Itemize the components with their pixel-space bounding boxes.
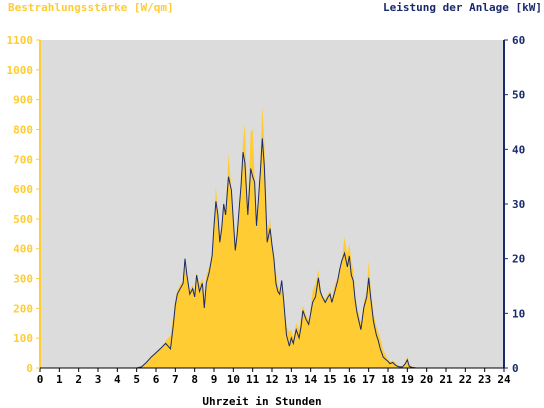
x-tick-label: 18 xyxy=(381,373,394,386)
right-y-tick-label: 60 xyxy=(512,34,525,47)
left-y-tick-label: 800 xyxy=(13,123,33,136)
x-tick-label: 15 xyxy=(323,373,336,386)
x-tick-label: 11 xyxy=(246,373,260,386)
x-tick-label: 5 xyxy=(133,373,140,386)
x-tick-label: 10 xyxy=(227,373,240,386)
x-tick-label: 19 xyxy=(401,373,414,386)
x-tick-label: 6 xyxy=(153,373,160,386)
left-y-tick-label: 700 xyxy=(13,153,33,166)
left-y-tick-label: 1000 xyxy=(7,64,34,77)
x-tick-label: 14 xyxy=(304,373,318,386)
left-y-tick-label: 400 xyxy=(13,243,33,256)
left-y-tick-label: 1100 xyxy=(7,34,34,47)
left-y-tick-label: 300 xyxy=(13,273,33,286)
left-y-tick-label: 200 xyxy=(13,302,33,315)
power-line xyxy=(40,138,504,369)
power-line-layer xyxy=(40,138,504,369)
x-tick-label: 24 xyxy=(497,373,511,386)
x-tick-label: 1 xyxy=(56,373,63,386)
x-tick-label: 17 xyxy=(362,373,375,386)
x-tick-label: 21 xyxy=(439,373,453,386)
x-tick-label: 7 xyxy=(172,373,179,386)
x-tick-label: 16 xyxy=(343,373,357,386)
x-tick-label: 0 xyxy=(37,373,44,386)
x-axis-title: Uhrzeit in Stunden xyxy=(202,395,321,408)
right-y-tick-label: 50 xyxy=(512,89,525,102)
x-tick-label: 8 xyxy=(191,373,198,386)
right-y-tick-label: 10 xyxy=(512,307,525,320)
x-tick-label: 9 xyxy=(211,373,218,386)
x-tick-label: 12 xyxy=(265,373,278,386)
irradiance-area-layer xyxy=(40,105,504,368)
right-axis-title: Leistung der Anlage [kW] xyxy=(383,1,542,14)
x-tick-label: 2 xyxy=(75,373,82,386)
x-tick-label: 22 xyxy=(459,373,472,386)
right-y-tick-label: 20 xyxy=(512,253,525,266)
x-tick-label: 4 xyxy=(114,373,121,386)
x-tick-label: 23 xyxy=(478,373,491,386)
tick-labels: 0 1 2 3 4 5 6 7 8 9 10 11 12 13 14 15 16 17 18 19 20 21 22 23 24… xyxy=(7,34,526,386)
left-y-tick-label: 100 xyxy=(13,332,33,345)
irradiance-area xyxy=(40,105,504,368)
left-y-tick-label: 0 xyxy=(26,362,33,375)
x-tick-label: 20 xyxy=(420,373,433,386)
left-y-tick-label: 600 xyxy=(13,183,33,196)
x-tick-label: 13 xyxy=(285,373,298,386)
right-y-tick-label: 0 xyxy=(512,362,519,375)
left-y-tick-label: 500 xyxy=(13,213,33,226)
right-y-tick-label: 30 xyxy=(512,198,525,211)
x-tick-label: 3 xyxy=(95,373,102,386)
left-y-tick-label: 900 xyxy=(13,94,33,107)
left-axis-title: Bestrahlungsstärke [W/qm] xyxy=(8,1,174,14)
right-y-tick-label: 40 xyxy=(512,143,525,156)
